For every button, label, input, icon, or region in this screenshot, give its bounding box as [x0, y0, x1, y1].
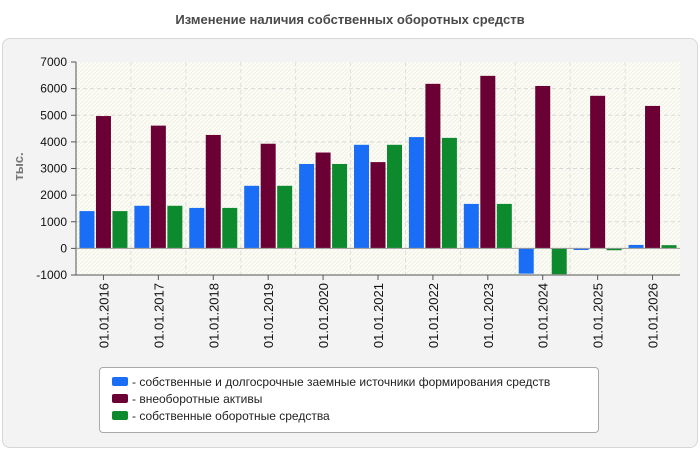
legend-item: - внеоборотные активы [112, 390, 598, 407]
bar [480, 75, 496, 249]
legend-label: - собственные и долгосрочные заемные ист… [132, 374, 551, 389]
legend: - собственные и долгосрочные заемные ист… [99, 367, 599, 433]
x-tick-label: 01.01.2016 [96, 283, 111, 348]
y-tick-label: 0 [60, 241, 67, 255]
x-tick-label: 01.01.2022 [426, 283, 441, 348]
x-tick-label: 01.01.2024 [536, 283, 551, 348]
legend-swatch [112, 411, 128, 420]
y-tick-label: 5000 [40, 108, 67, 122]
x-tick-label: 01.01.2019 [261, 283, 276, 348]
bar [496, 203, 512, 249]
y-tick-label: 6000 [40, 82, 67, 96]
legend-item: - собственные и долгосрочные заемные ист… [112, 373, 598, 390]
axes: -1000 0 1000 2000 3000 4000 5000 6000 7000 01.01.… [36, 55, 680, 348]
bar [408, 137, 424, 249]
x-tick-label: 01.01.2018 [206, 283, 221, 348]
chart-title: Изменение наличия собственных оборотных … [175, 12, 525, 27]
y-tick-label: 3000 [40, 162, 67, 176]
bar [551, 248, 567, 275]
bar [573, 248, 589, 250]
x-tick-label: 01.01.2023 [481, 283, 496, 348]
bar [590, 95, 606, 249]
bar [332, 163, 348, 249]
bar [299, 163, 315, 249]
bar [205, 134, 221, 249]
bar [370, 162, 386, 249]
bar [463, 203, 479, 249]
y-tick-label: 7000 [40, 55, 67, 69]
y-tick-label: 4000 [40, 135, 67, 149]
bar [260, 143, 276, 249]
bar [222, 207, 238, 249]
legend-swatch [112, 394, 128, 403]
bar [134, 205, 150, 249]
bar [167, 205, 183, 249]
bar [425, 83, 441, 249]
bar [441, 137, 457, 249]
bar [661, 245, 677, 249]
bar [95, 116, 111, 249]
bar [518, 248, 534, 274]
bar [606, 248, 622, 251]
legend-item: - собственные оборотные средства [112, 407, 598, 424]
legend-swatch [112, 377, 128, 386]
bar [277, 185, 293, 249]
bar [79, 211, 95, 249]
x-tick-label: 01.01.2017 [151, 283, 166, 348]
bar [244, 185, 260, 249]
bar [387, 144, 402, 249]
legend-label: - внеоборотные активы [132, 391, 263, 406]
y-tick-label: -1000 [36, 268, 67, 282]
bar [628, 244, 644, 249]
bar [189, 207, 205, 249]
x-tick-label: 01.01.2020 [316, 283, 331, 348]
bars [79, 75, 677, 275]
y-tick-label: 2000 [40, 188, 67, 202]
legend-label: - собственные оборотные средства [132, 408, 330, 423]
bar [112, 211, 128, 249]
x-tick-label: 01.01.2026 [646, 283, 661, 348]
x-tick-label: 01.01.2021 [371, 283, 386, 348]
bar [645, 105, 661, 249]
y-tick-label: 1000 [40, 215, 67, 229]
bar [535, 85, 551, 249]
y-axis-label: тыс. [11, 152, 26, 180]
bar [150, 125, 166, 249]
x-tick-label: 01.01.2025 [591, 283, 606, 348]
bar [315, 152, 331, 249]
bar [354, 144, 369, 249]
